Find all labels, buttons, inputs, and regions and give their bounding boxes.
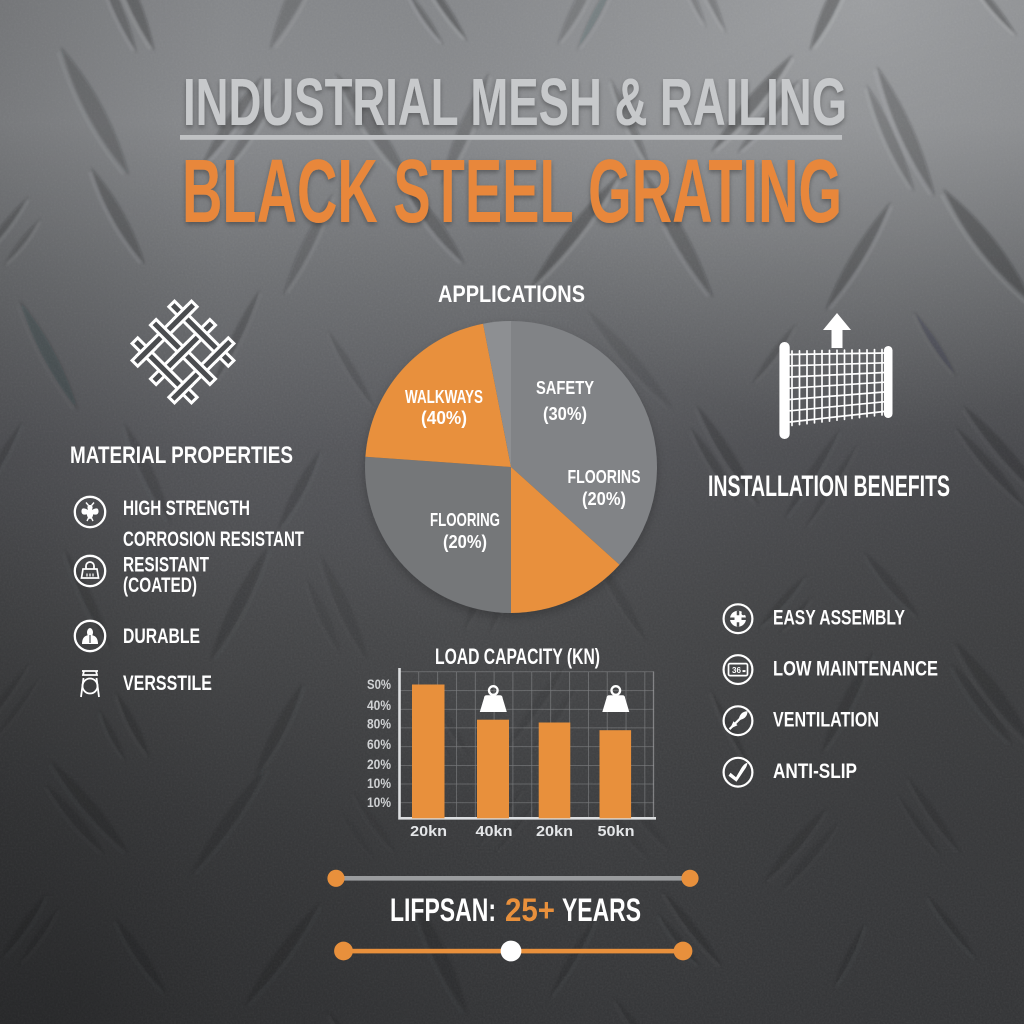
svg-text:40kn: 40kn xyxy=(476,823,513,840)
svg-text:BLACK STEEL GRATING: BLACK STEEL GRATING xyxy=(182,142,842,242)
svg-text:25+: 25+ xyxy=(505,892,555,928)
svg-text:VERSSTILE: VERSSTILE xyxy=(123,672,212,695)
svg-text:(20%): (20%) xyxy=(443,531,487,552)
svg-text:FLOORINS: FLOORINS xyxy=(568,466,641,487)
svg-text:CORROSION RESISTANT: CORROSION RESISTANT xyxy=(123,528,304,551)
svg-text:20kn: 20kn xyxy=(410,823,447,840)
svg-text:50kn: 50kn xyxy=(598,823,635,840)
svg-text:LIFPSAN:: LIFPSAN: xyxy=(390,892,496,928)
svg-text:MATERIAL PROPERTIES: MATERIAL PROPERTIES xyxy=(70,442,293,469)
svg-text:(COATED): (COATED) xyxy=(123,574,197,597)
svg-text:(30%): (30%) xyxy=(543,403,587,424)
svg-text:APPLICATIONS: APPLICATIONS xyxy=(438,281,585,308)
svg-text:EASY ASSEMBLY: EASY ASSEMBLY xyxy=(773,606,905,630)
svg-text:10%: 10% xyxy=(367,795,391,810)
svg-text:WALKWAYS: WALKWAYS xyxy=(405,386,483,407)
svg-text:LOAD CAPACITY (KN): LOAD CAPACITY (KN) xyxy=(435,644,600,669)
svg-text:VENTILATION: VENTILATION xyxy=(773,708,879,732)
svg-text:RESISTANT: RESISTANT xyxy=(123,554,209,577)
svg-text:HIGH STRENGTH: HIGH STRENGTH xyxy=(123,497,250,520)
svg-text:SAFETY: SAFETY xyxy=(536,377,595,398)
svg-text:FLOORING: FLOORING xyxy=(430,509,500,530)
svg-text:60%: 60% xyxy=(367,737,391,752)
svg-text:(20%): (20%) xyxy=(582,488,626,509)
svg-text:20%: 20% xyxy=(367,757,391,772)
svg-text:S0%: S0% xyxy=(367,677,391,692)
svg-text:80%: 80% xyxy=(367,717,391,732)
svg-text:36: 36 xyxy=(732,665,741,675)
svg-text:INSTALLATION BENEFITS: INSTALLATION BENEFITS xyxy=(708,470,950,503)
svg-text:INDUSTRIAL MESH & RAILING: INDUSTRIAL MESH & RAILING xyxy=(183,65,847,140)
svg-text:(40%): (40%) xyxy=(421,407,467,428)
svg-text:YEARS: YEARS xyxy=(562,892,641,928)
svg-text:20kn: 20kn xyxy=(536,823,573,840)
svg-text:DURABLE: DURABLE xyxy=(123,625,200,648)
svg-text:40%: 40% xyxy=(367,698,391,713)
svg-text:ANTI-SLIP: ANTI-SLIP xyxy=(773,759,857,783)
svg-text:10%: 10% xyxy=(367,776,391,791)
svg-text:LOW MAINTENANCE: LOW MAINTENANCE xyxy=(773,657,938,681)
